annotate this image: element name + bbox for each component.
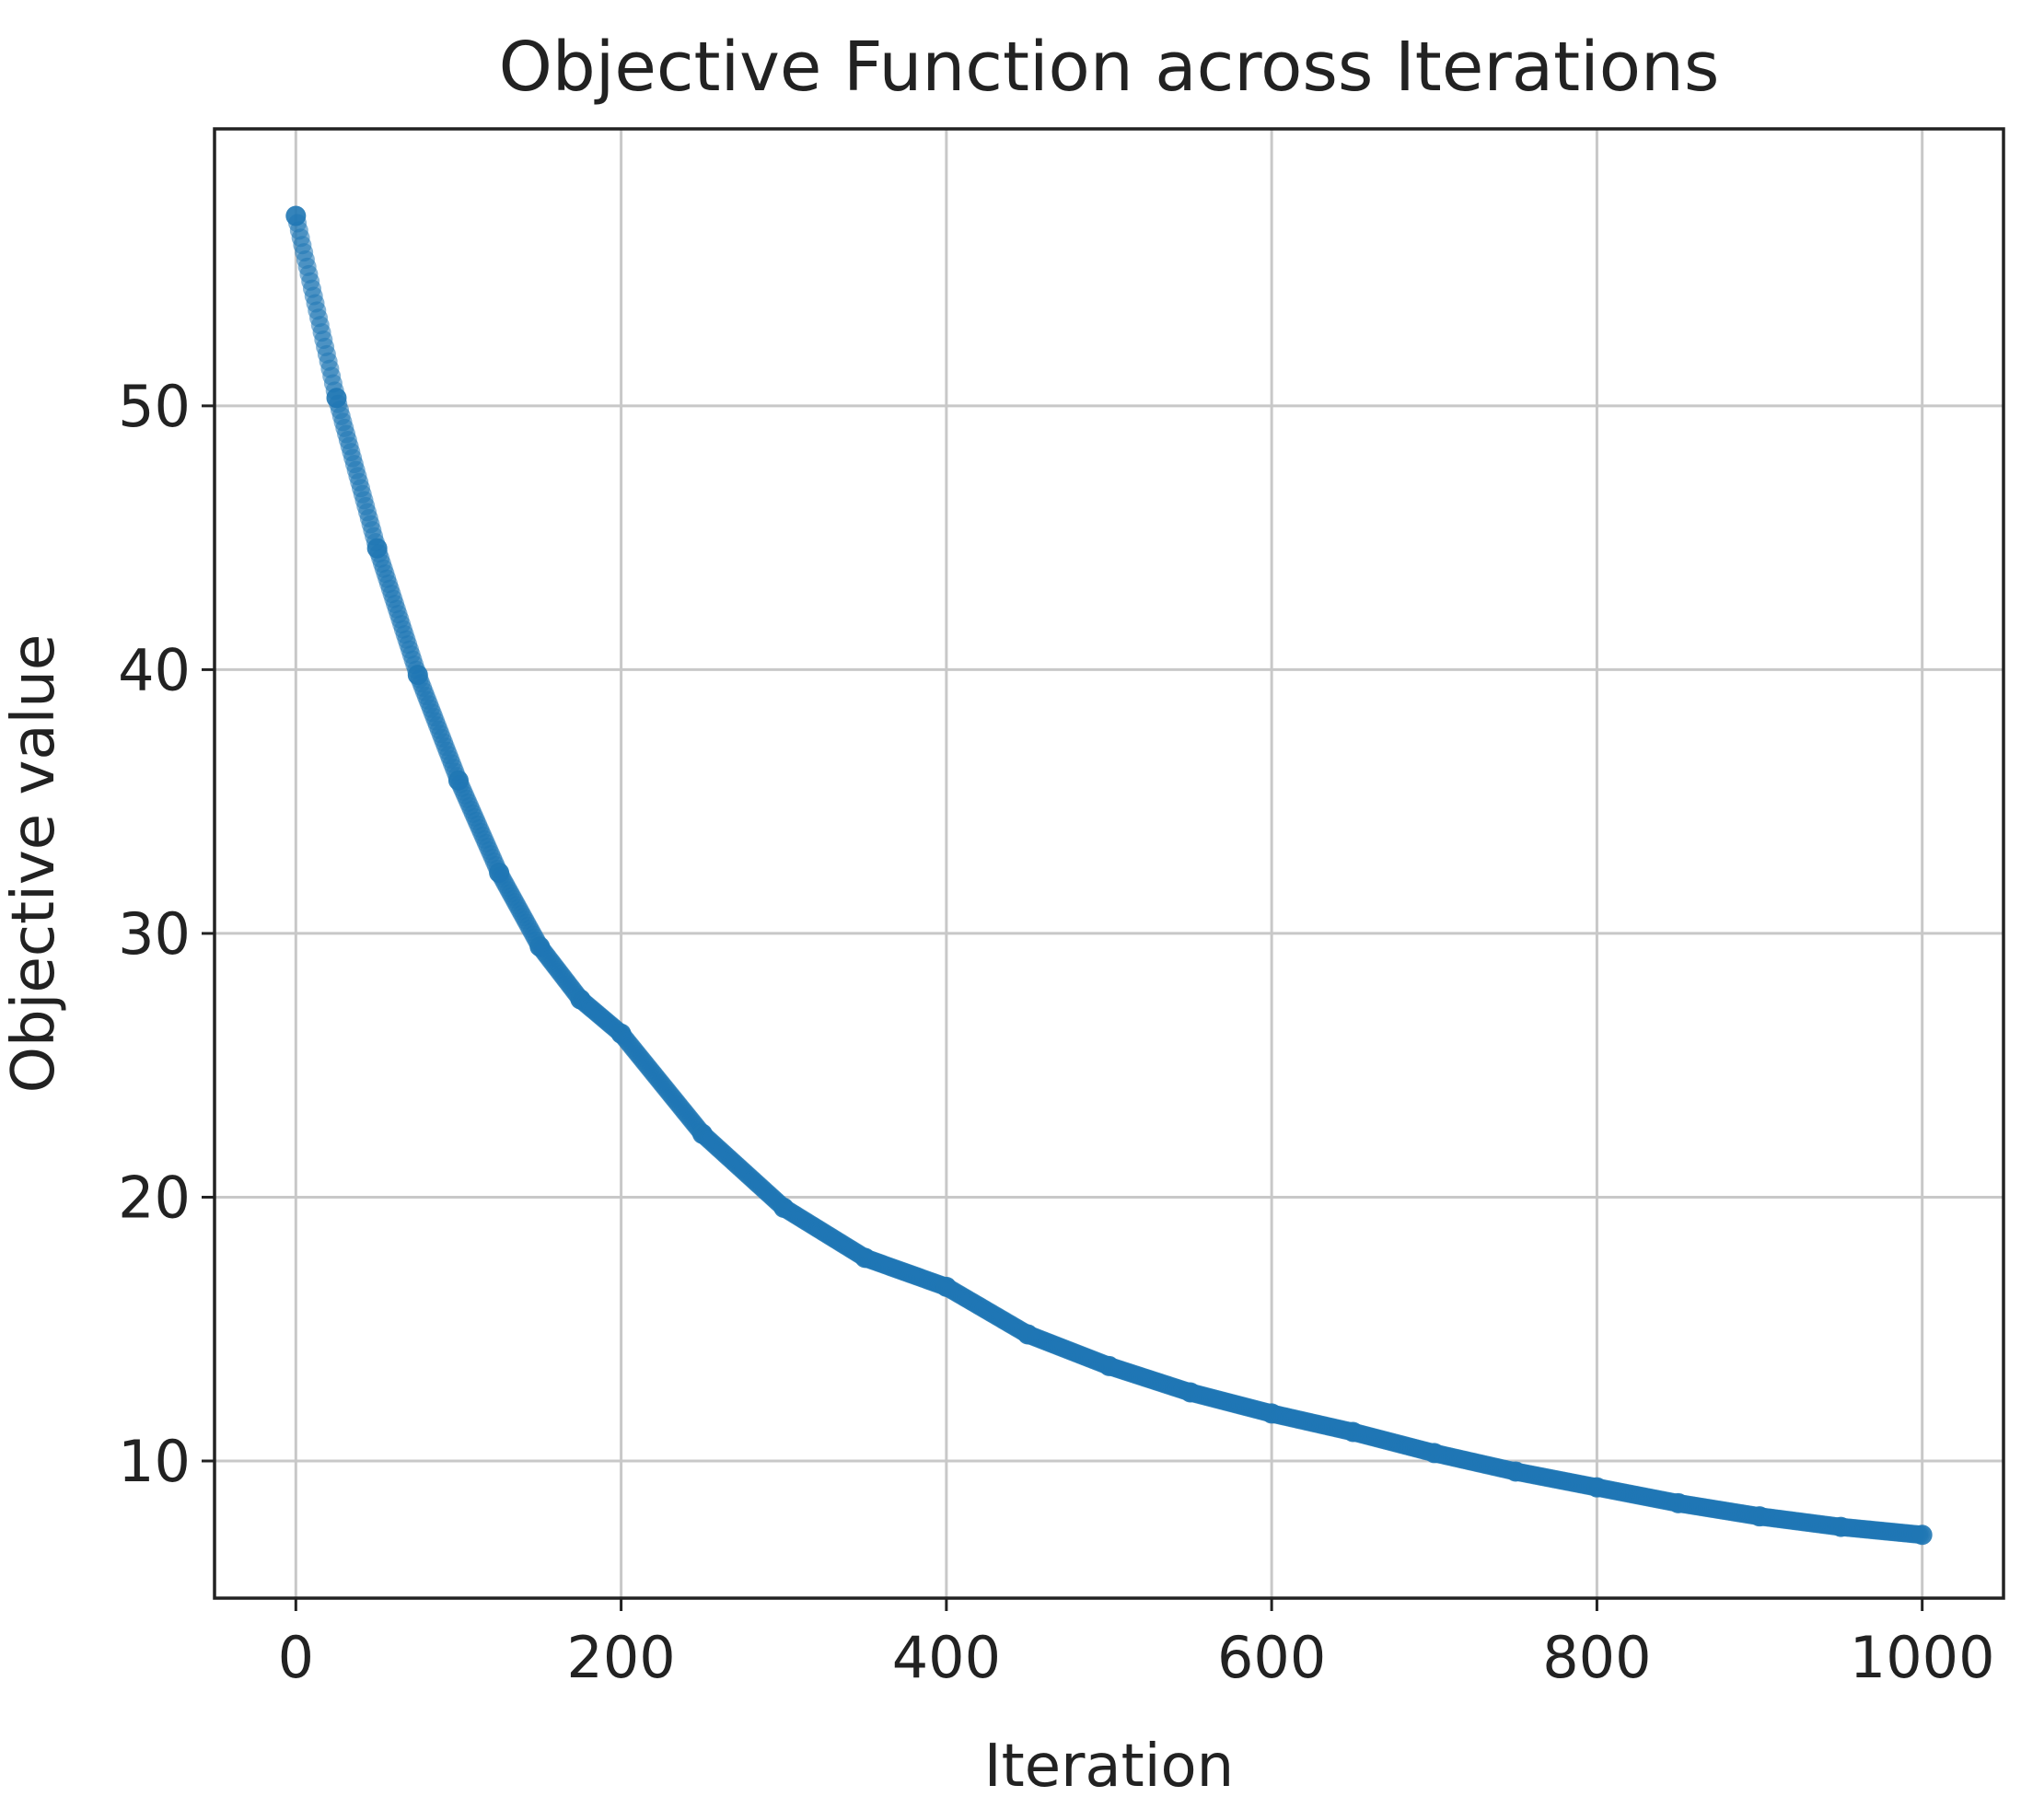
y-tick-label: 20 bbox=[118, 1164, 191, 1231]
x-tick-label: 600 bbox=[1217, 1624, 1326, 1691]
x-axis-title: Iteration bbox=[984, 1733, 1234, 1801]
chart-title: Objective Function across Iterations bbox=[499, 28, 1720, 107]
grid-lines bbox=[215, 129, 2004, 1598]
x-tick-label: 1000 bbox=[1850, 1624, 1995, 1691]
data-points bbox=[285, 205, 1933, 1546]
y-tick-label: 10 bbox=[118, 1428, 191, 1495]
y-tick-label: 40 bbox=[118, 636, 191, 703]
x-tick-label: 400 bbox=[892, 1624, 1001, 1691]
x-tick-label: 0 bbox=[278, 1624, 314, 1691]
axes-frame bbox=[213, 127, 2005, 1600]
x-tick-label: 800 bbox=[1542, 1624, 1651, 1691]
data-point bbox=[1911, 1524, 1933, 1546]
x-tick-label: 200 bbox=[566, 1624, 675, 1691]
axis-ticks: 0 200 400 600 800 1000 10 20 30 40 50 bbox=[118, 373, 1994, 1691]
y-tick-label: 50 bbox=[118, 373, 191, 440]
y-tick-label: 30 bbox=[118, 900, 191, 968]
y-axis-title: Objective value bbox=[0, 634, 68, 1094]
